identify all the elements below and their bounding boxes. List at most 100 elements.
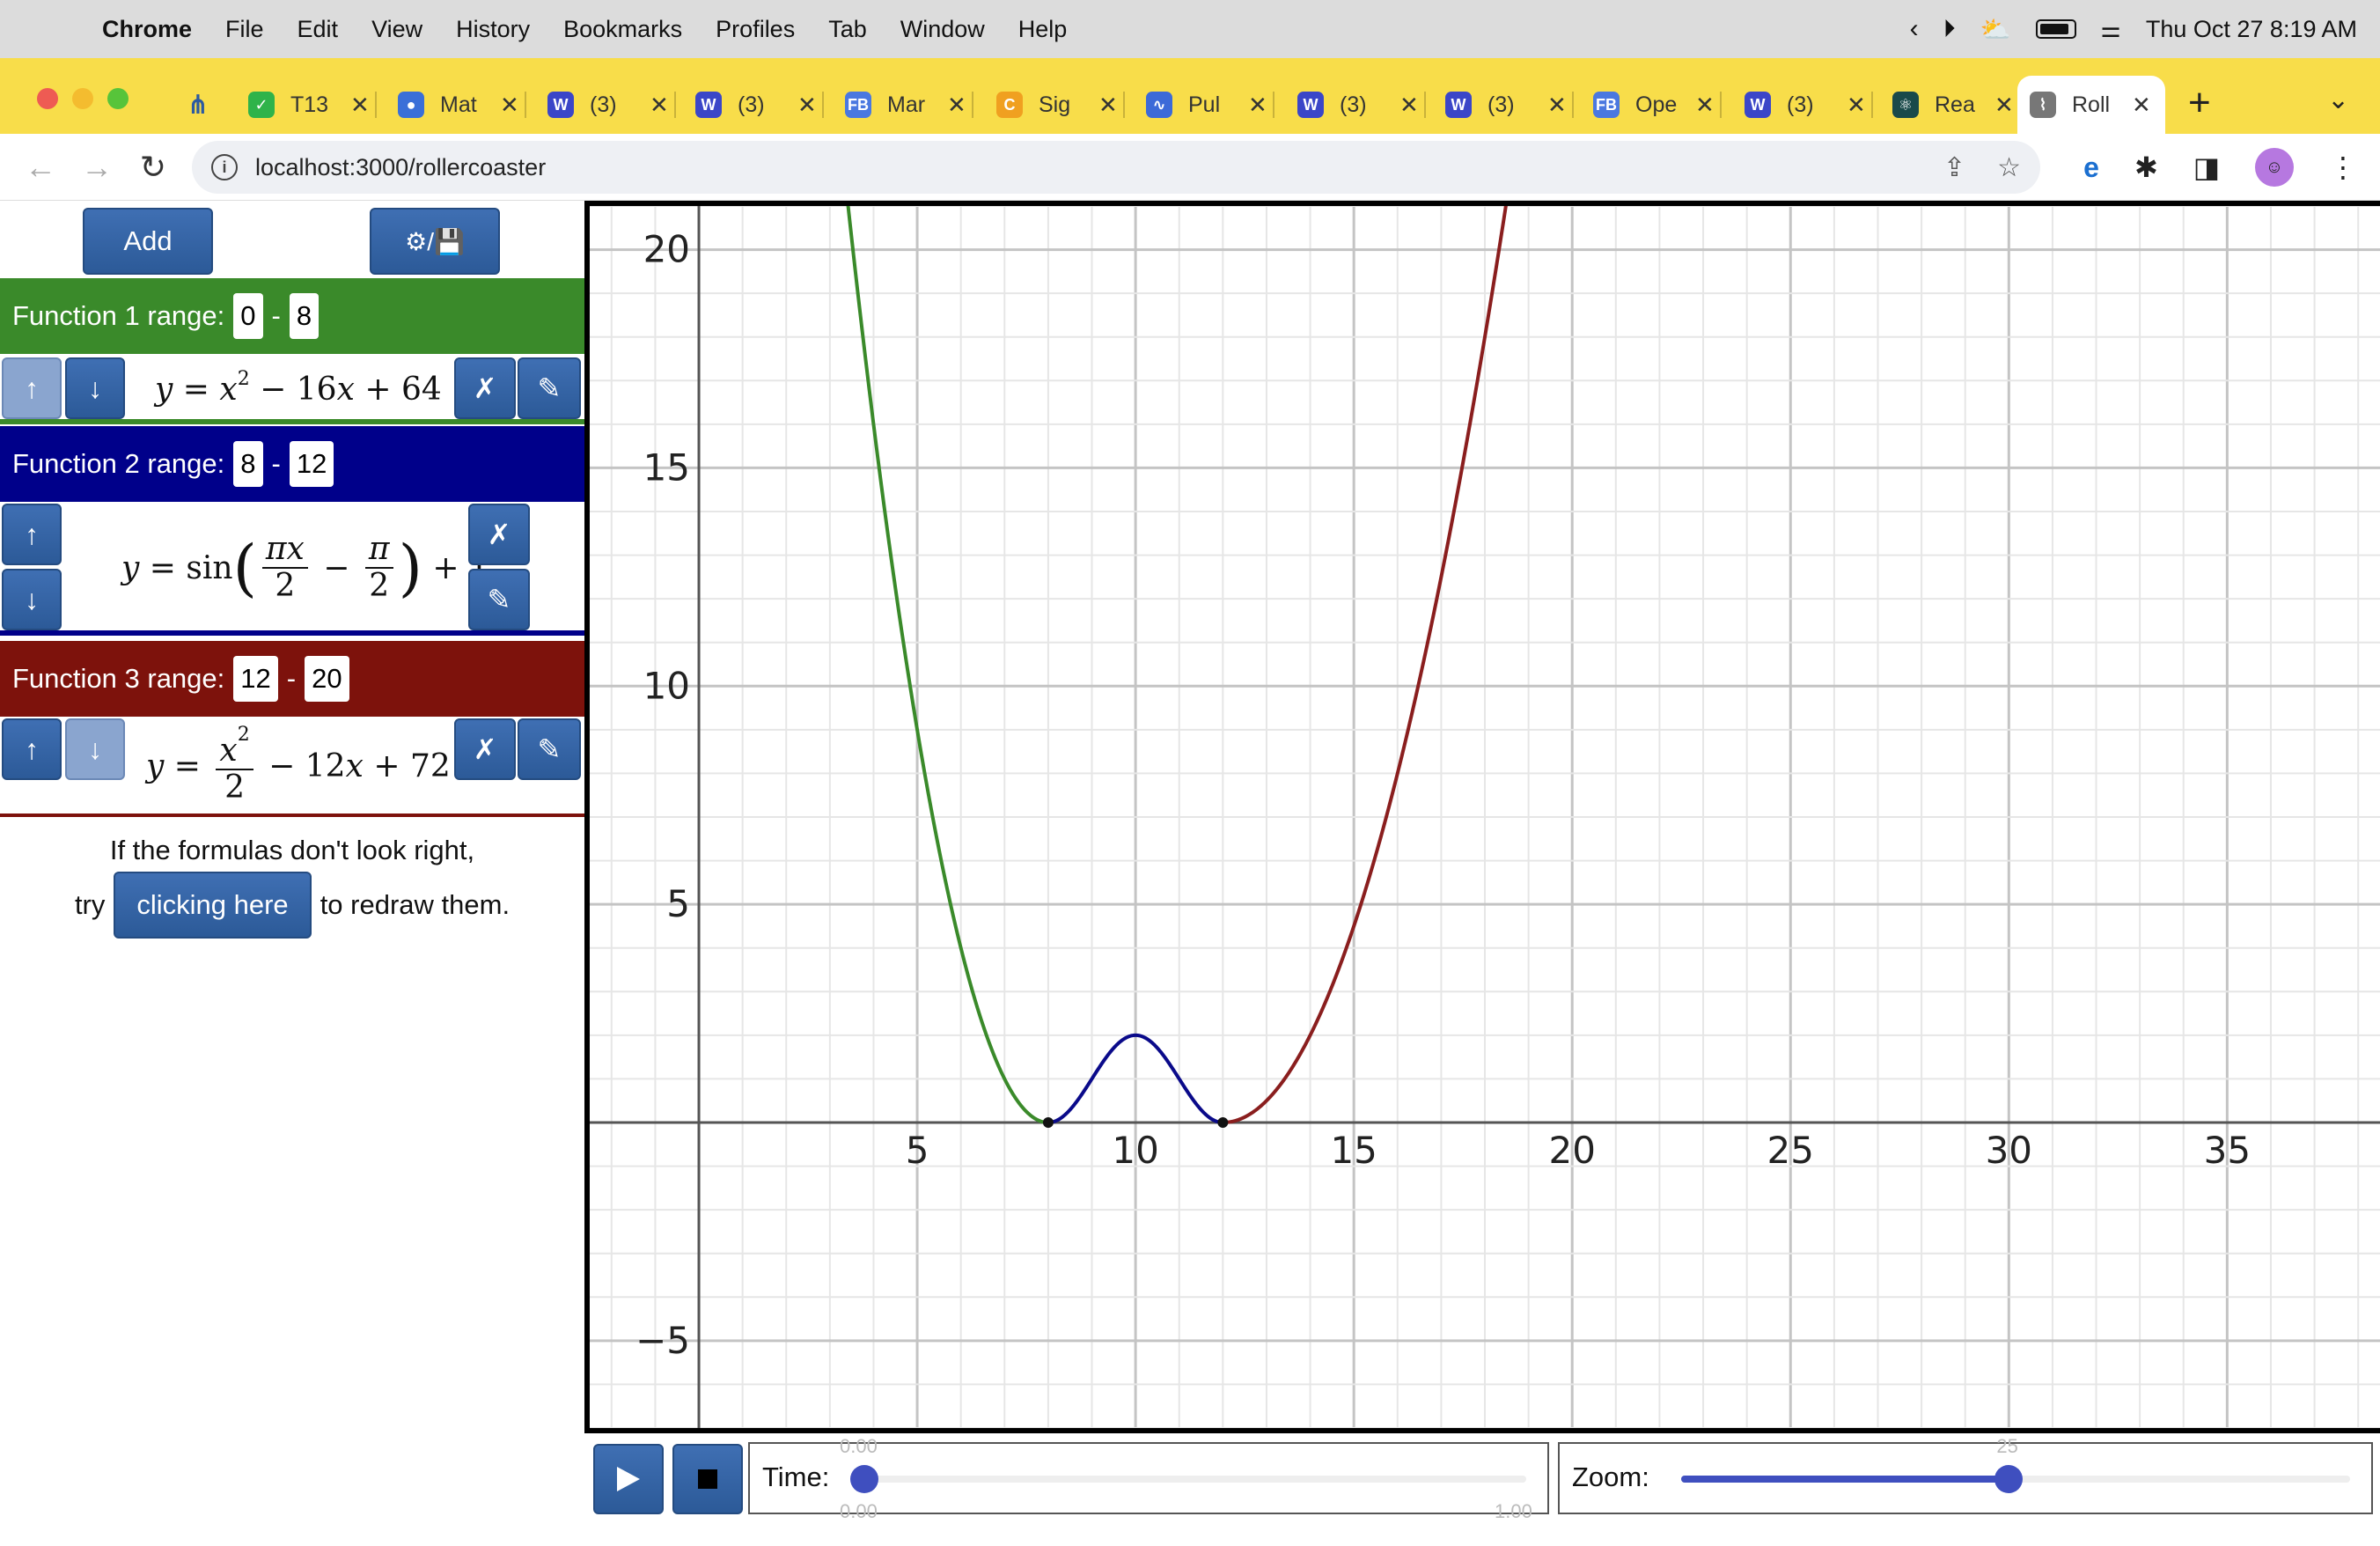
weather-icon[interactable]: ⛅ [1980,15,2011,43]
tab-10[interactable]: FB Ope ✕ [1581,76,1718,134]
address-bar[interactable]: i localhost:3000/rollercoaster ⇪ ☆ [192,141,2040,194]
graph-icon: ⌇ [2030,92,2056,118]
side-panel-icon[interactable]: ◨ [2193,151,2220,183]
clock-text[interactable]: Thu Oct 27 8:19 AM [2145,15,2357,42]
tab-0[interactable]: ⋔ [173,76,225,134]
function-1-edit-button[interactable]: ✎ [518,357,581,419]
tab-title: Ope [1635,92,1678,117]
tab-close-icon[interactable]: ✕ [1547,91,1567,118]
function-3-range-from[interactable]: 12 [233,656,278,702]
zoom-slider-thumb[interactable] [1994,1465,2024,1493]
function-3-move-down-button[interactable]: ↓ [65,718,125,780]
tab-close-icon[interactable]: ✕ [1994,91,2014,118]
tab-close-icon[interactable]: ✕ [947,91,966,118]
control-center-icon[interactable]: ⚌ [2100,15,2121,42]
tab-close-icon[interactable]: ✕ [2132,91,2151,118]
share-icon[interactable]: ⇪ [1943,152,1966,182]
tab-close-icon[interactable]: ✕ [650,91,669,118]
tab-6[interactable]: C Sig ✕ [984,76,1121,134]
play-button[interactable] [593,1444,664,1514]
c-icon: C [996,92,1023,118]
profile-avatar[interactable]: ☺ [2255,148,2294,187]
settings-save-button[interactable]: ⚙/💾 [370,208,500,275]
tab-close-icon[interactable]: ✕ [1248,91,1267,118]
tab-7[interactable]: ∿ Pul ✕ [1134,76,1271,134]
menu-history[interactable]: History [456,15,531,42]
tab-11[interactable]: W (3) ✕ [1732,76,1869,134]
function-3-range-to[interactable]: 20 [305,656,349,702]
menu-app[interactable]: Chrome [102,15,193,42]
tab-12[interactable]: ⚛ Rea ✕ [1880,76,2017,134]
menu-window[interactable]: Window [900,15,985,42]
zoom-window-icon[interactable] [107,88,129,109]
function-2-range-to[interactable]: 12 [289,441,334,487]
tab-4[interactable]: W (3) ✕ [683,76,820,134]
menu-bookmarks[interactable]: Bookmarks [563,15,683,42]
function-2-edit-button[interactable]: ✎ [468,569,530,630]
back-icon[interactable]: ← [25,148,56,185]
new-tab-icon[interactable]: + [2188,81,2211,124]
close-window-icon[interactable] [37,88,58,109]
browser-tab-strip: ⋔ ✓ T13 ✕ ● Mat ✕ W (3) ✕ W (3) ✕ FB Mar ✕ C Sig ✕ ∿ Pul ✕ W (3… [0,58,2380,134]
function-3-edit-button[interactable]: ✎ [518,718,581,780]
play-circle-icon[interactable]: ⏵ [1943,14,1956,42]
tab-8[interactable]: W (3) ✕ [1285,76,1422,134]
function-3-curve [1223,206,1508,1124]
menu-edit[interactable]: Edit [297,15,339,42]
forward-icon[interactable]: → [81,148,113,185]
add-function-button[interactable]: Add [83,208,213,275]
menu-view[interactable]: View [371,15,423,42]
edge-extension-icon[interactable]: e [2083,151,2099,183]
tab-close-icon[interactable]: ✕ [1847,91,1866,118]
tab-5[interactable]: FB Mar ✕ [833,76,970,134]
reload-icon[interactable]: ↻ [139,148,167,185]
tab-close-icon[interactable]: ✕ [1399,91,1419,118]
time-slider-thumb[interactable] [850,1465,878,1493]
function-1-range-to[interactable]: 8 [289,293,320,339]
w-icon: W [695,92,722,118]
function-2-range-from[interactable]: 8 [233,441,263,487]
w-icon: W [1297,92,1324,118]
function-2-move-down-button[interactable]: ↓ [2,569,62,630]
function-3-move-up-button[interactable]: ↑ [2,718,62,780]
battery-icon[interactable] [2035,19,2076,39]
menu-profiles[interactable]: Profiles [716,15,796,42]
tab-close-icon[interactable]: ✕ [797,91,817,118]
function-2-delete-button[interactable]: ✗ [468,504,530,565]
tab-separator [1572,92,1574,118]
time-slider-track[interactable] [857,1476,1526,1483]
function-1-delete-button[interactable]: ✗ [454,357,516,419]
minimize-window-icon[interactable] [72,88,93,109]
bookmark-star-icon[interactable]: ☆ [1997,152,2021,182]
rollercoaster-graph[interactable]: 5 10 15 20 25 30 35 −5 5 10 15 20 [584,201,2380,1433]
chevron-left-icon[interactable]: ‹ [1909,14,1919,43]
menu-file[interactable]: File [225,15,264,42]
menu-tab[interactable]: Tab [828,15,867,42]
address-url[interactable]: localhost:3000/rollercoaster [255,153,547,180]
function-1-range-from[interactable]: 0 [233,293,263,339]
redraw-formulas-button[interactable]: clicking here [114,872,312,939]
tab-2[interactable]: ● Mat ✕ [386,76,523,134]
graph-canvas[interactable]: 5 10 15 20 25 30 35 −5 5 10 15 20 [590,206,2380,1428]
function-2-move-up-button[interactable]: ↑ [2,504,62,565]
extensions-puzzle-icon[interactable]: ✱ [2134,151,2158,183]
function-1-move-down-button[interactable]: ↓ [65,357,125,419]
tab-3[interactable]: W (3) ✕ [535,76,672,134]
site-info-icon[interactable]: i [211,154,238,180]
tab-close-icon[interactable]: ✕ [350,91,370,118]
tab-13[interactable]: ⌇ Roll ✕ [2017,76,2165,134]
chrome-menu-icon[interactable]: ⋮ [2329,151,2357,183]
tab-separator [1871,92,1873,118]
tab-close-icon[interactable]: ✕ [1695,91,1715,118]
stop-button[interactable] [672,1444,743,1514]
tab-close-icon[interactable]: ✕ [500,91,519,118]
tab-search-chevron-icon[interactable]: ⌄ [2327,85,2350,114]
tab-title: (3) [1488,92,1515,117]
menu-help[interactable]: Help [1017,15,1068,42]
tab-9[interactable]: W (3) ✕ [1433,76,1570,134]
tab-title: Sig [1039,92,1071,117]
tab-close-icon[interactable]: ✕ [1098,91,1118,118]
function-1-move-up-button[interactable]: ↑ [2,357,62,419]
function-3-delete-button[interactable]: ✗ [454,718,516,780]
tab-1[interactable]: ✓ T13 ✕ [236,76,373,134]
